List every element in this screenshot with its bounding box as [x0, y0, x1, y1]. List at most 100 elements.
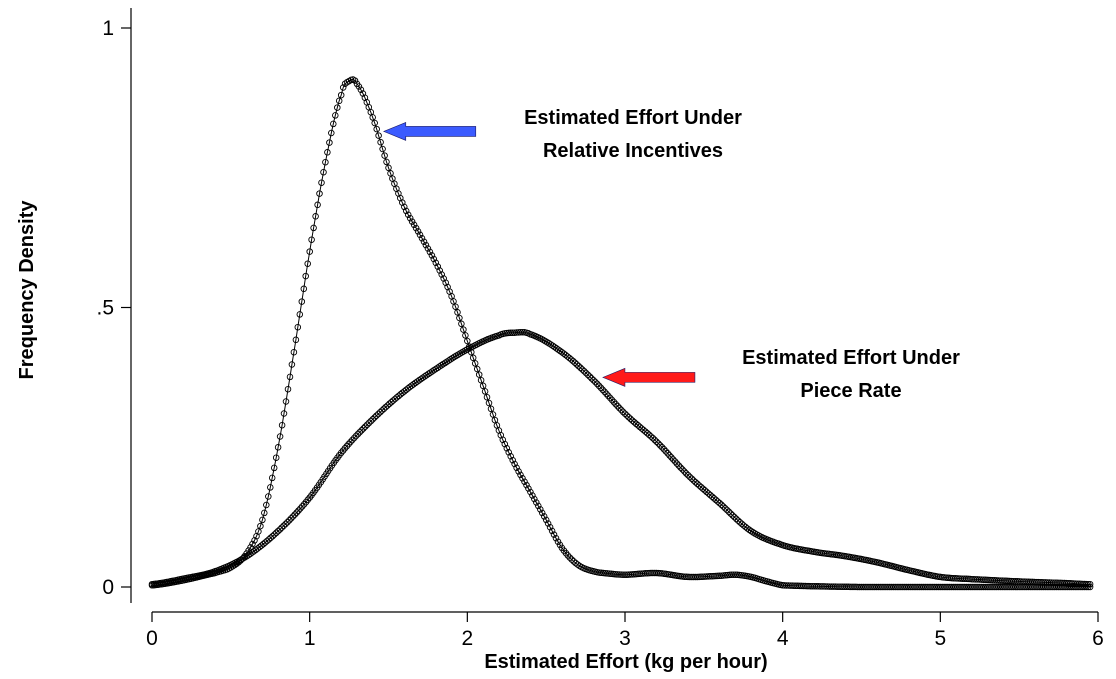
data-point: [535, 502, 542, 510]
data-point: [552, 534, 560, 542]
data-point: [642, 428, 649, 435]
data-point: [681, 468, 688, 475]
data-point: [356, 428, 363, 436]
data-point: [568, 556, 576, 563]
data-point: [610, 398, 618, 406]
data-point: [710, 495, 718, 502]
data-point: [734, 571, 741, 579]
annotation-relative-line2: Relative Incentives: [543, 140, 723, 162]
data-point: [749, 529, 757, 536]
data-point: [426, 248, 434, 256]
data-point: [308, 236, 315, 243]
data-point: [733, 515, 740, 523]
data-point: [371, 414, 378, 421]
data-point: [712, 496, 720, 504]
data-point: [564, 552, 572, 559]
data-point: [272, 454, 280, 461]
data-point: [640, 426, 647, 434]
data-point: [355, 83, 363, 90]
data-point: [359, 90, 367, 97]
data-point: [469, 354, 477, 362]
data-point: [267, 484, 274, 491]
data-point: [477, 376, 485, 384]
data-point: [507, 453, 514, 460]
data-point: [271, 531, 278, 538]
data-point: [369, 114, 376, 121]
data-point: [416, 231, 424, 239]
series-piece: [148, 328, 1094, 588]
data-point: [527, 488, 534, 496]
data-point: [284, 385, 292, 393]
data-point: [682, 470, 690, 477]
data-point: [382, 403, 389, 411]
x-tick-label: 6: [1092, 627, 1104, 650]
x-axis-ticks: 0 1 2 3 4 5 6: [146, 612, 1104, 650]
data-point: [567, 356, 575, 363]
data-point: [579, 366, 586, 373]
data-point: [265, 493, 272, 500]
data-point: [623, 412, 631, 419]
data-point: [458, 320, 465, 328]
data-point: [519, 475, 526, 482]
data-point: [586, 373, 594, 380]
data-point: [330, 120, 337, 128]
data-point: [300, 501, 308, 508]
data-point: [304, 496, 312, 504]
data-point: [1085, 580, 1092, 588]
data-point: [282, 398, 290, 405]
data-point: [649, 434, 657, 442]
data-point: [297, 505, 304, 512]
data-point: [337, 449, 345, 457]
data-point: [410, 221, 418, 229]
arrow-piece-rate: [602, 367, 696, 387]
data-point: [707, 491, 714, 499]
data-point: [295, 507, 302, 514]
data-point: [521, 478, 528, 485]
data-point: [513, 464, 520, 472]
data-point: [393, 394, 401, 401]
data-point: [538, 509, 546, 517]
x-axis-title: Estimated Effort (kg per hour): [484, 651, 767, 673]
data-point: [276, 526, 284, 533]
data-point: [379, 145, 386, 153]
data-point: [573, 361, 581, 368]
data-point: [540, 336, 547, 344]
annotation-piece-rate: Estimated Effort Under Piece Rate: [602, 347, 960, 402]
data-point: [675, 462, 683, 469]
data-point: [420, 238, 428, 245]
data-point: [644, 429, 651, 437]
data-point: [731, 513, 738, 521]
data-point: [280, 522, 287, 530]
data-point: [371, 119, 378, 127]
data-point: [634, 422, 642, 429]
data-point: [352, 432, 360, 440]
data-point: [618, 406, 625, 414]
data-point: [300, 285, 308, 293]
arrow-relative-incentives: [382, 121, 477, 141]
data-point: [603, 390, 610, 398]
annotation-piece-line1: Estimated Effort Under: [742, 347, 960, 369]
data-point: [720, 503, 727, 510]
data-point: [286, 517, 293, 524]
data-point: [293, 509, 300, 516]
data-point: [345, 440, 352, 448]
data-point: [335, 97, 343, 105]
data-point: [669, 456, 677, 463]
data-point: [365, 419, 373, 427]
x-tick-label: 3: [619, 627, 631, 650]
data-point: [714, 498, 721, 505]
data-point: [531, 495, 538, 503]
data-point: [546, 523, 554, 531]
data-point: [386, 400, 393, 408]
data-point: [294, 323, 302, 331]
data-point: [418, 235, 426, 242]
data-point: [614, 402, 621, 410]
annotation-relative-incentives: Estimated Effort Under Relative Incentiv…: [382, 107, 742, 162]
data-point: [566, 554, 574, 561]
data-point: [593, 380, 601, 388]
data-point: [734, 517, 742, 524]
data-point: [332, 112, 339, 119]
data-point: [298, 503, 306, 510]
data-point: [708, 493, 716, 500]
data-point: [296, 311, 304, 318]
